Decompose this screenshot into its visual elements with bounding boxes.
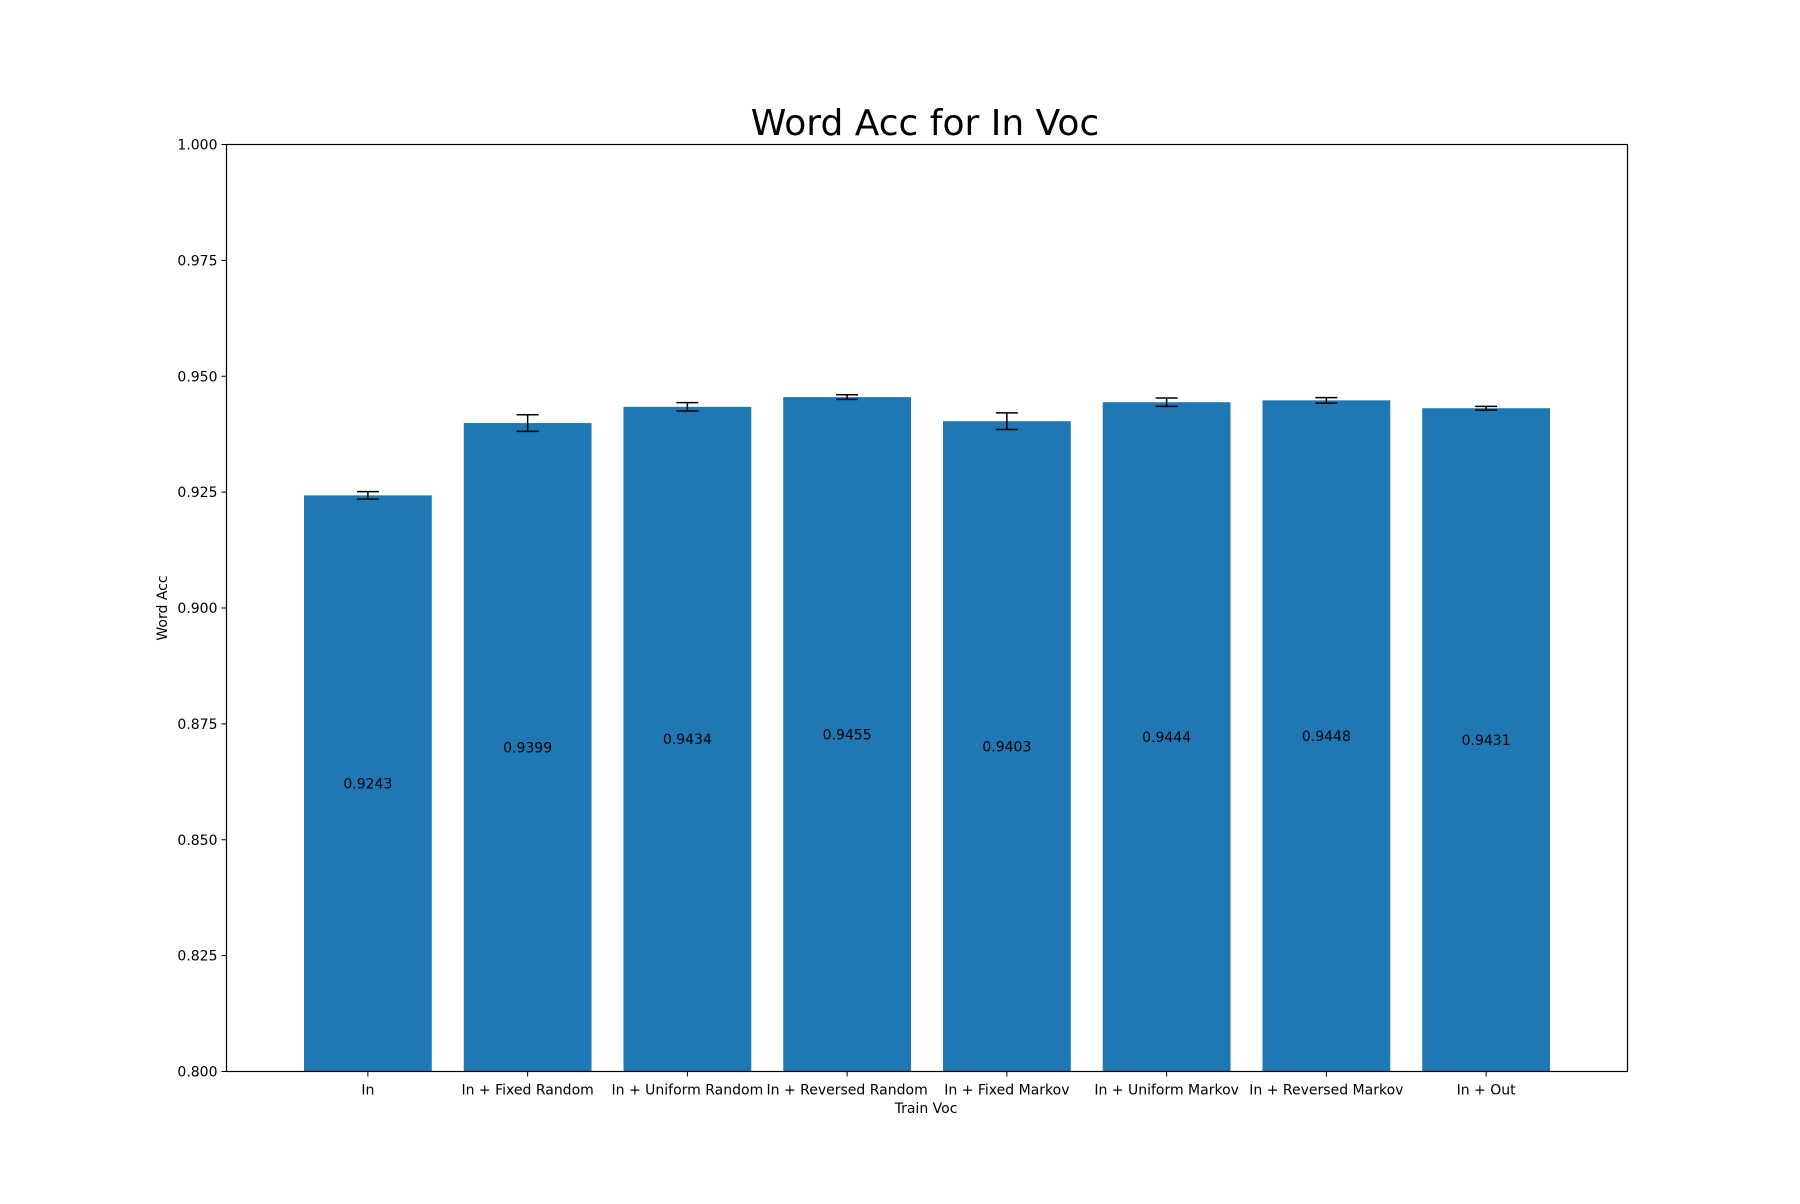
data-label-5: 0.9444 [1142,730,1191,746]
error-bar-4 [995,412,1018,431]
y-tick-label-8: 1.000 [177,138,217,154]
bar-2 [623,406,752,1072]
data-label-1: 0.9399 [503,740,552,756]
error-bar-0 [356,490,379,500]
error-bar-6 [1315,396,1338,404]
y-axis: 0.800 0.825 0.850 0.875 0.900 0.925 0.950 0.975… [177,138,227,1081]
value-labels-layer: 0.9243 0.9399 0.9434 0.9455 0.9403 0.9444 0.94… [343,727,1510,792]
x-tick-label-5: In + Uniform Markov [1094,1083,1239,1099]
error-bar-1 [516,413,539,433]
error-bar-5 [1155,397,1178,408]
y-tick-label-7: 0.975 [177,253,217,269]
bar-7 [1422,408,1551,1072]
y-tick-label-1: 0.825 [177,949,217,965]
errorbars-layer [356,394,1498,500]
x-tick-label-7: In + Out [1457,1083,1517,1099]
y-tick-label-5: 0.925 [177,485,217,501]
y-tick-label-4: 0.900 [177,601,217,617]
y-tick-label-3: 0.875 [177,717,217,733]
x-tick-label-4: In + Fixed Markov [944,1083,1069,1099]
x-axis: In In + Fixed Random In + Uniform Random In… [361,1071,1517,1099]
error-bar-2 [676,401,699,412]
data-label-2: 0.9434 [663,732,712,748]
bar-1 [463,423,592,1072]
data-label-0: 0.9243 [343,776,392,792]
error-bar-3 [836,394,859,401]
bar-0 [303,495,432,1072]
chart-title: Word Acc for In Voc [751,103,1099,144]
y-tick-label-0: 0.800 [177,1065,217,1081]
x-tick-label-1: In + Fixed Random [461,1083,593,1099]
bar-5 [1102,402,1231,1072]
x-tick-label-6: In + Reversed Markov [1249,1083,1403,1099]
bar-3 [783,397,912,1072]
x-tick-label-0: In [361,1083,374,1099]
y-tick-label-6: 0.950 [177,369,217,385]
x-axis-label: Train Voc [894,1101,958,1117]
y-axis-label: Word Acc [155,575,171,640]
bar-4 [942,421,1071,1072]
data-label-3: 0.9455 [823,727,872,743]
error-bar-7 [1475,405,1498,411]
x-tick-label-3: In + Reversed Random [767,1083,928,1099]
data-label-4: 0.9403 [982,739,1031,755]
data-label-7: 0.9431 [1462,733,1511,749]
x-tick-label-2: In + Uniform Random [612,1083,764,1099]
data-label-6: 0.9448 [1302,729,1351,745]
plot-area-frame [225,143,1629,1073]
bars-layer [303,397,1551,1072]
y-tick-label-2: 0.850 [177,833,217,849]
bar-6 [1262,400,1391,1072]
